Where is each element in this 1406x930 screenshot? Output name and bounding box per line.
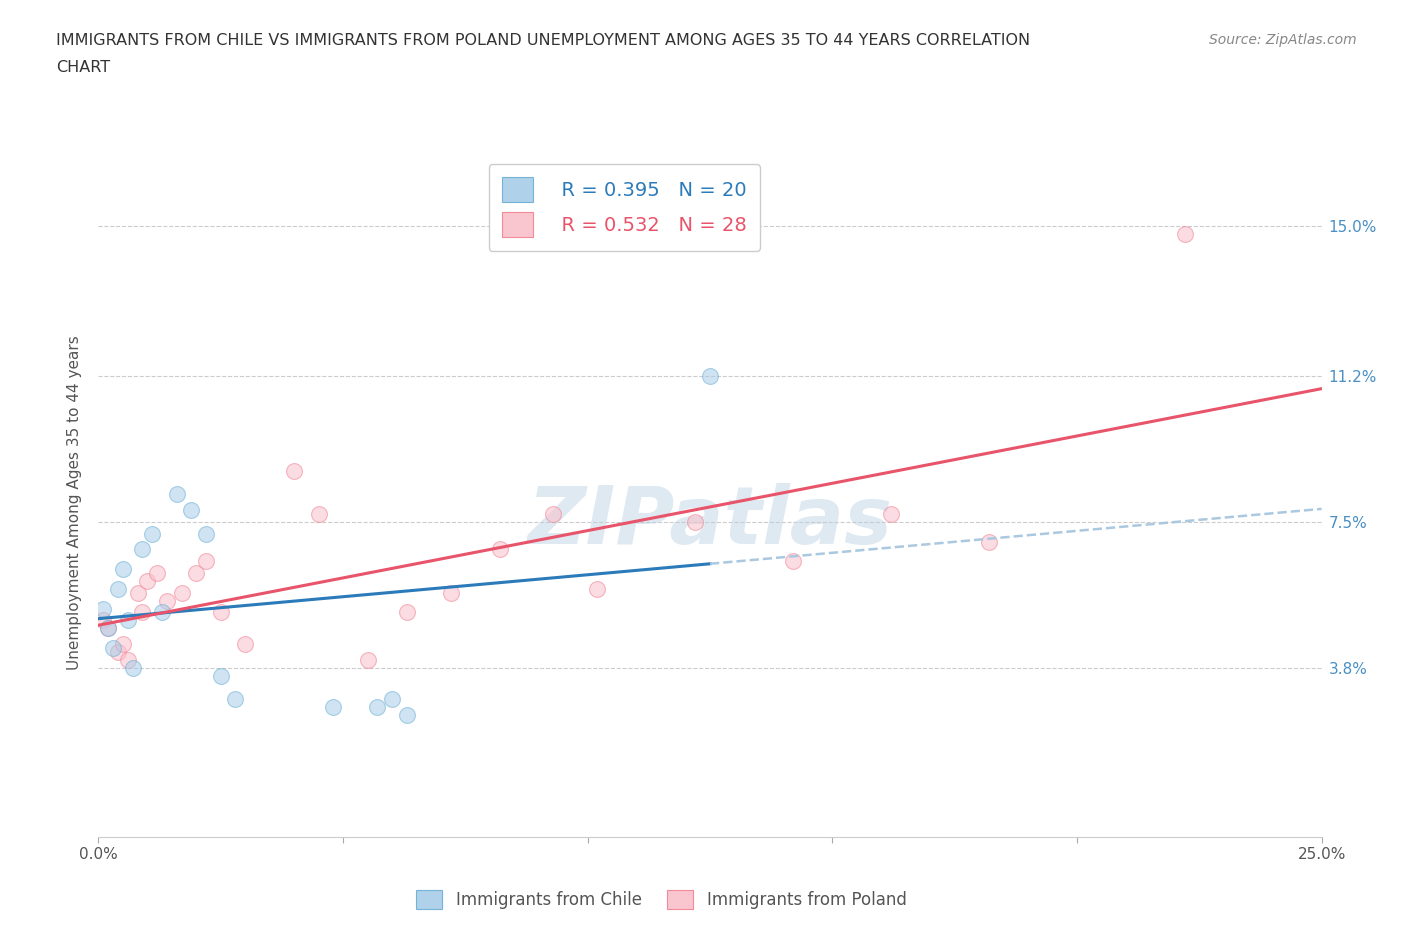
Point xyxy=(180,502,202,517)
Point xyxy=(224,692,246,707)
Point xyxy=(91,613,114,628)
Point xyxy=(395,708,418,723)
Point xyxy=(356,652,378,667)
Point xyxy=(209,668,232,683)
Point xyxy=(381,692,404,707)
Point xyxy=(880,507,903,522)
Point xyxy=(166,487,188,502)
Point xyxy=(782,554,804,569)
Text: ZIPatlas: ZIPatlas xyxy=(527,484,893,562)
Point xyxy=(127,585,149,600)
Point xyxy=(395,605,418,620)
Point xyxy=(543,507,565,522)
Point xyxy=(101,641,124,656)
Point xyxy=(170,585,193,600)
Point xyxy=(107,644,129,659)
Point xyxy=(97,621,120,636)
Point xyxy=(91,601,114,616)
Text: Source: ZipAtlas.com: Source: ZipAtlas.com xyxy=(1209,33,1357,46)
Point xyxy=(121,660,143,675)
Point xyxy=(131,542,153,557)
Point xyxy=(111,636,134,651)
Point xyxy=(150,605,173,620)
Point xyxy=(136,574,159,589)
Point xyxy=(1174,227,1197,242)
Text: CHART: CHART xyxy=(56,60,110,75)
Point xyxy=(117,652,139,667)
Point xyxy=(117,613,139,628)
Point xyxy=(146,565,169,580)
Text: IMMIGRANTS FROM CHILE VS IMMIGRANTS FROM POLAND UNEMPLOYMENT AMONG AGES 35 TO 44: IMMIGRANTS FROM CHILE VS IMMIGRANTS FROM… xyxy=(56,33,1031,47)
Legend: Immigrants from Chile, Immigrants from Poland: Immigrants from Chile, Immigrants from P… xyxy=(409,884,914,916)
Point xyxy=(209,605,232,620)
Point xyxy=(97,621,120,636)
Point xyxy=(195,554,218,569)
Point xyxy=(233,636,256,651)
Point xyxy=(685,514,707,529)
Point xyxy=(699,368,721,383)
Point xyxy=(186,565,208,580)
Point xyxy=(488,542,510,557)
Y-axis label: Unemployment Among Ages 35 to 44 years: Unemployment Among Ages 35 to 44 years xyxy=(67,335,83,670)
Point xyxy=(156,593,179,608)
Point xyxy=(131,605,153,620)
Point xyxy=(440,585,463,600)
Point xyxy=(322,699,344,714)
Point xyxy=(283,463,305,478)
Point xyxy=(366,699,388,714)
Point xyxy=(195,526,218,541)
Point xyxy=(308,507,330,522)
Point xyxy=(141,526,163,541)
Point xyxy=(586,581,609,596)
Point xyxy=(977,534,1000,549)
Point xyxy=(107,581,129,596)
Point xyxy=(111,562,134,577)
